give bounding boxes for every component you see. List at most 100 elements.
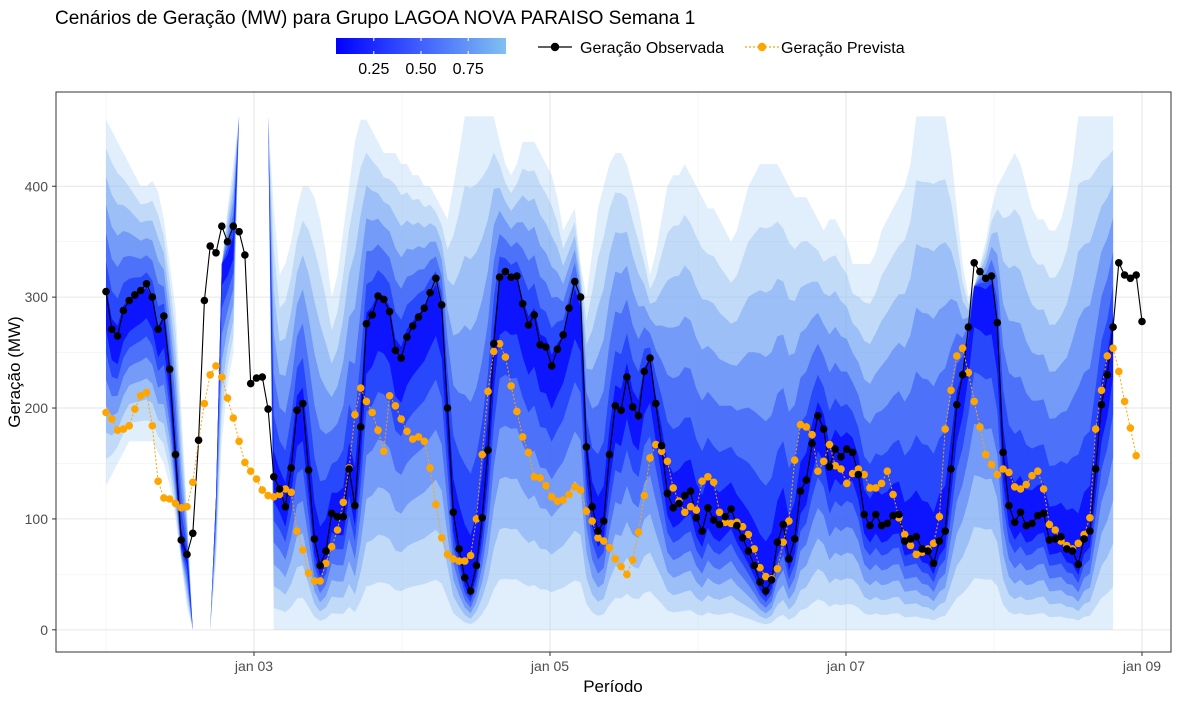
observada-point	[397, 354, 406, 362]
observada-point	[524, 321, 533, 329]
prevista-point	[663, 457, 672, 466]
prevista-point	[154, 477, 162, 486]
prevista-point	[1074, 539, 1083, 548]
prevista-point	[362, 397, 371, 406]
prevista-point	[270, 493, 278, 501]
prevista-point	[762, 572, 770, 581]
prevista-point	[281, 485, 290, 493]
observada-point	[327, 509, 336, 518]
prevista-point	[599, 537, 608, 545]
prevista-point	[964, 368, 973, 377]
observada-point	[293, 406, 301, 415]
observada-point	[762, 587, 770, 595]
observada-point	[322, 547, 330, 555]
prevista-point	[536, 474, 544, 482]
prevista-point	[299, 546, 307, 554]
scenario-band-6	[106, 116, 1114, 630]
observada-point	[918, 545, 926, 553]
prevista-point	[374, 426, 382, 435]
observada-point	[819, 425, 828, 433]
prevista-point	[866, 484, 874, 492]
observada-point	[987, 272, 996, 280]
prevista-point	[802, 423, 811, 431]
observada-point	[565, 304, 573, 313]
prevista-point	[1034, 467, 1042, 476]
prevista-point	[1091, 425, 1100, 433]
prevista-point	[229, 414, 238, 422]
prevista-point	[843, 479, 851, 488]
observada-point	[981, 274, 990, 283]
prevista-point	[756, 563, 764, 572]
prevista-point	[316, 577, 324, 585]
prevista-point	[113, 426, 122, 435]
observada-point	[571, 277, 579, 286]
y-axis-ticks: 0 100 200 300 400	[25, 178, 56, 638]
observada-point	[385, 307, 394, 316]
prevista-point	[530, 473, 539, 481]
prevista-point	[542, 481, 550, 490]
prevista-point	[617, 562, 625, 571]
observada-point	[669, 504, 677, 512]
observada-point	[976, 267, 984, 276]
observada-point	[1039, 509, 1048, 518]
observada-point	[495, 273, 504, 282]
observada-point	[553, 345, 562, 354]
y-tick-label: 200	[25, 400, 49, 416]
prevista-point	[883, 467, 892, 476]
prevista-point	[437, 534, 446, 542]
prevista-point	[588, 517, 596, 525]
prevista-point	[293, 527, 301, 535]
prevista-point	[941, 425, 949, 433]
observada-point	[709, 516, 718, 524]
observada-point	[246, 379, 255, 388]
prevista-point	[310, 577, 319, 585]
observada-point	[420, 304, 429, 313]
observada-point	[599, 517, 608, 525]
prevista-point	[889, 490, 897, 499]
observada-point	[744, 547, 753, 555]
observada-point	[652, 399, 660, 408]
prevista-point	[692, 506, 701, 514]
observada-point	[299, 399, 307, 408]
observada-point	[779, 520, 787, 529]
prevista-point	[715, 508, 724, 517]
x-tick-label: jan 03	[234, 658, 273, 674]
prevista-point	[987, 460, 996, 469]
prevista-point	[657, 447, 666, 456]
observada-point	[727, 505, 735, 513]
prevista-point	[912, 550, 921, 559]
prevista-point	[206, 371, 214, 379]
prevista-point	[877, 479, 886, 488]
observada-point	[953, 400, 961, 409]
prevista-point	[565, 490, 573, 499]
prevista-point	[848, 469, 857, 478]
observada-point	[374, 292, 382, 300]
prevista-point	[1010, 483, 1019, 491]
observada-point	[935, 537, 944, 545]
prevista-point	[131, 405, 139, 413]
prevista-point	[721, 518, 730, 527]
prevista-point	[779, 538, 787, 546]
prevista-point	[472, 515, 481, 523]
observada-point	[895, 510, 903, 519]
prevista-point	[790, 456, 799, 465]
observada-point	[108, 325, 116, 334]
prevista-point	[623, 570, 631, 579]
observada-point	[1057, 532, 1065, 541]
prevista-point	[582, 507, 591, 515]
observada-point	[380, 295, 388, 304]
observada-point	[200, 296, 209, 305]
prevista-point	[900, 530, 909, 539]
prevista-point	[1097, 386, 1106, 395]
prevista-point	[704, 473, 712, 481]
observada-point	[507, 273, 515, 282]
x-tick-label: jan 09	[1122, 658, 1161, 674]
prevista-point	[200, 399, 209, 408]
observada-point	[623, 373, 631, 381]
x-tick-label: jan 05	[530, 658, 569, 674]
prevista-point	[669, 484, 677, 492]
observada-point	[924, 547, 932, 555]
prevista-point	[322, 559, 330, 568]
prevista-point	[513, 407, 521, 416]
